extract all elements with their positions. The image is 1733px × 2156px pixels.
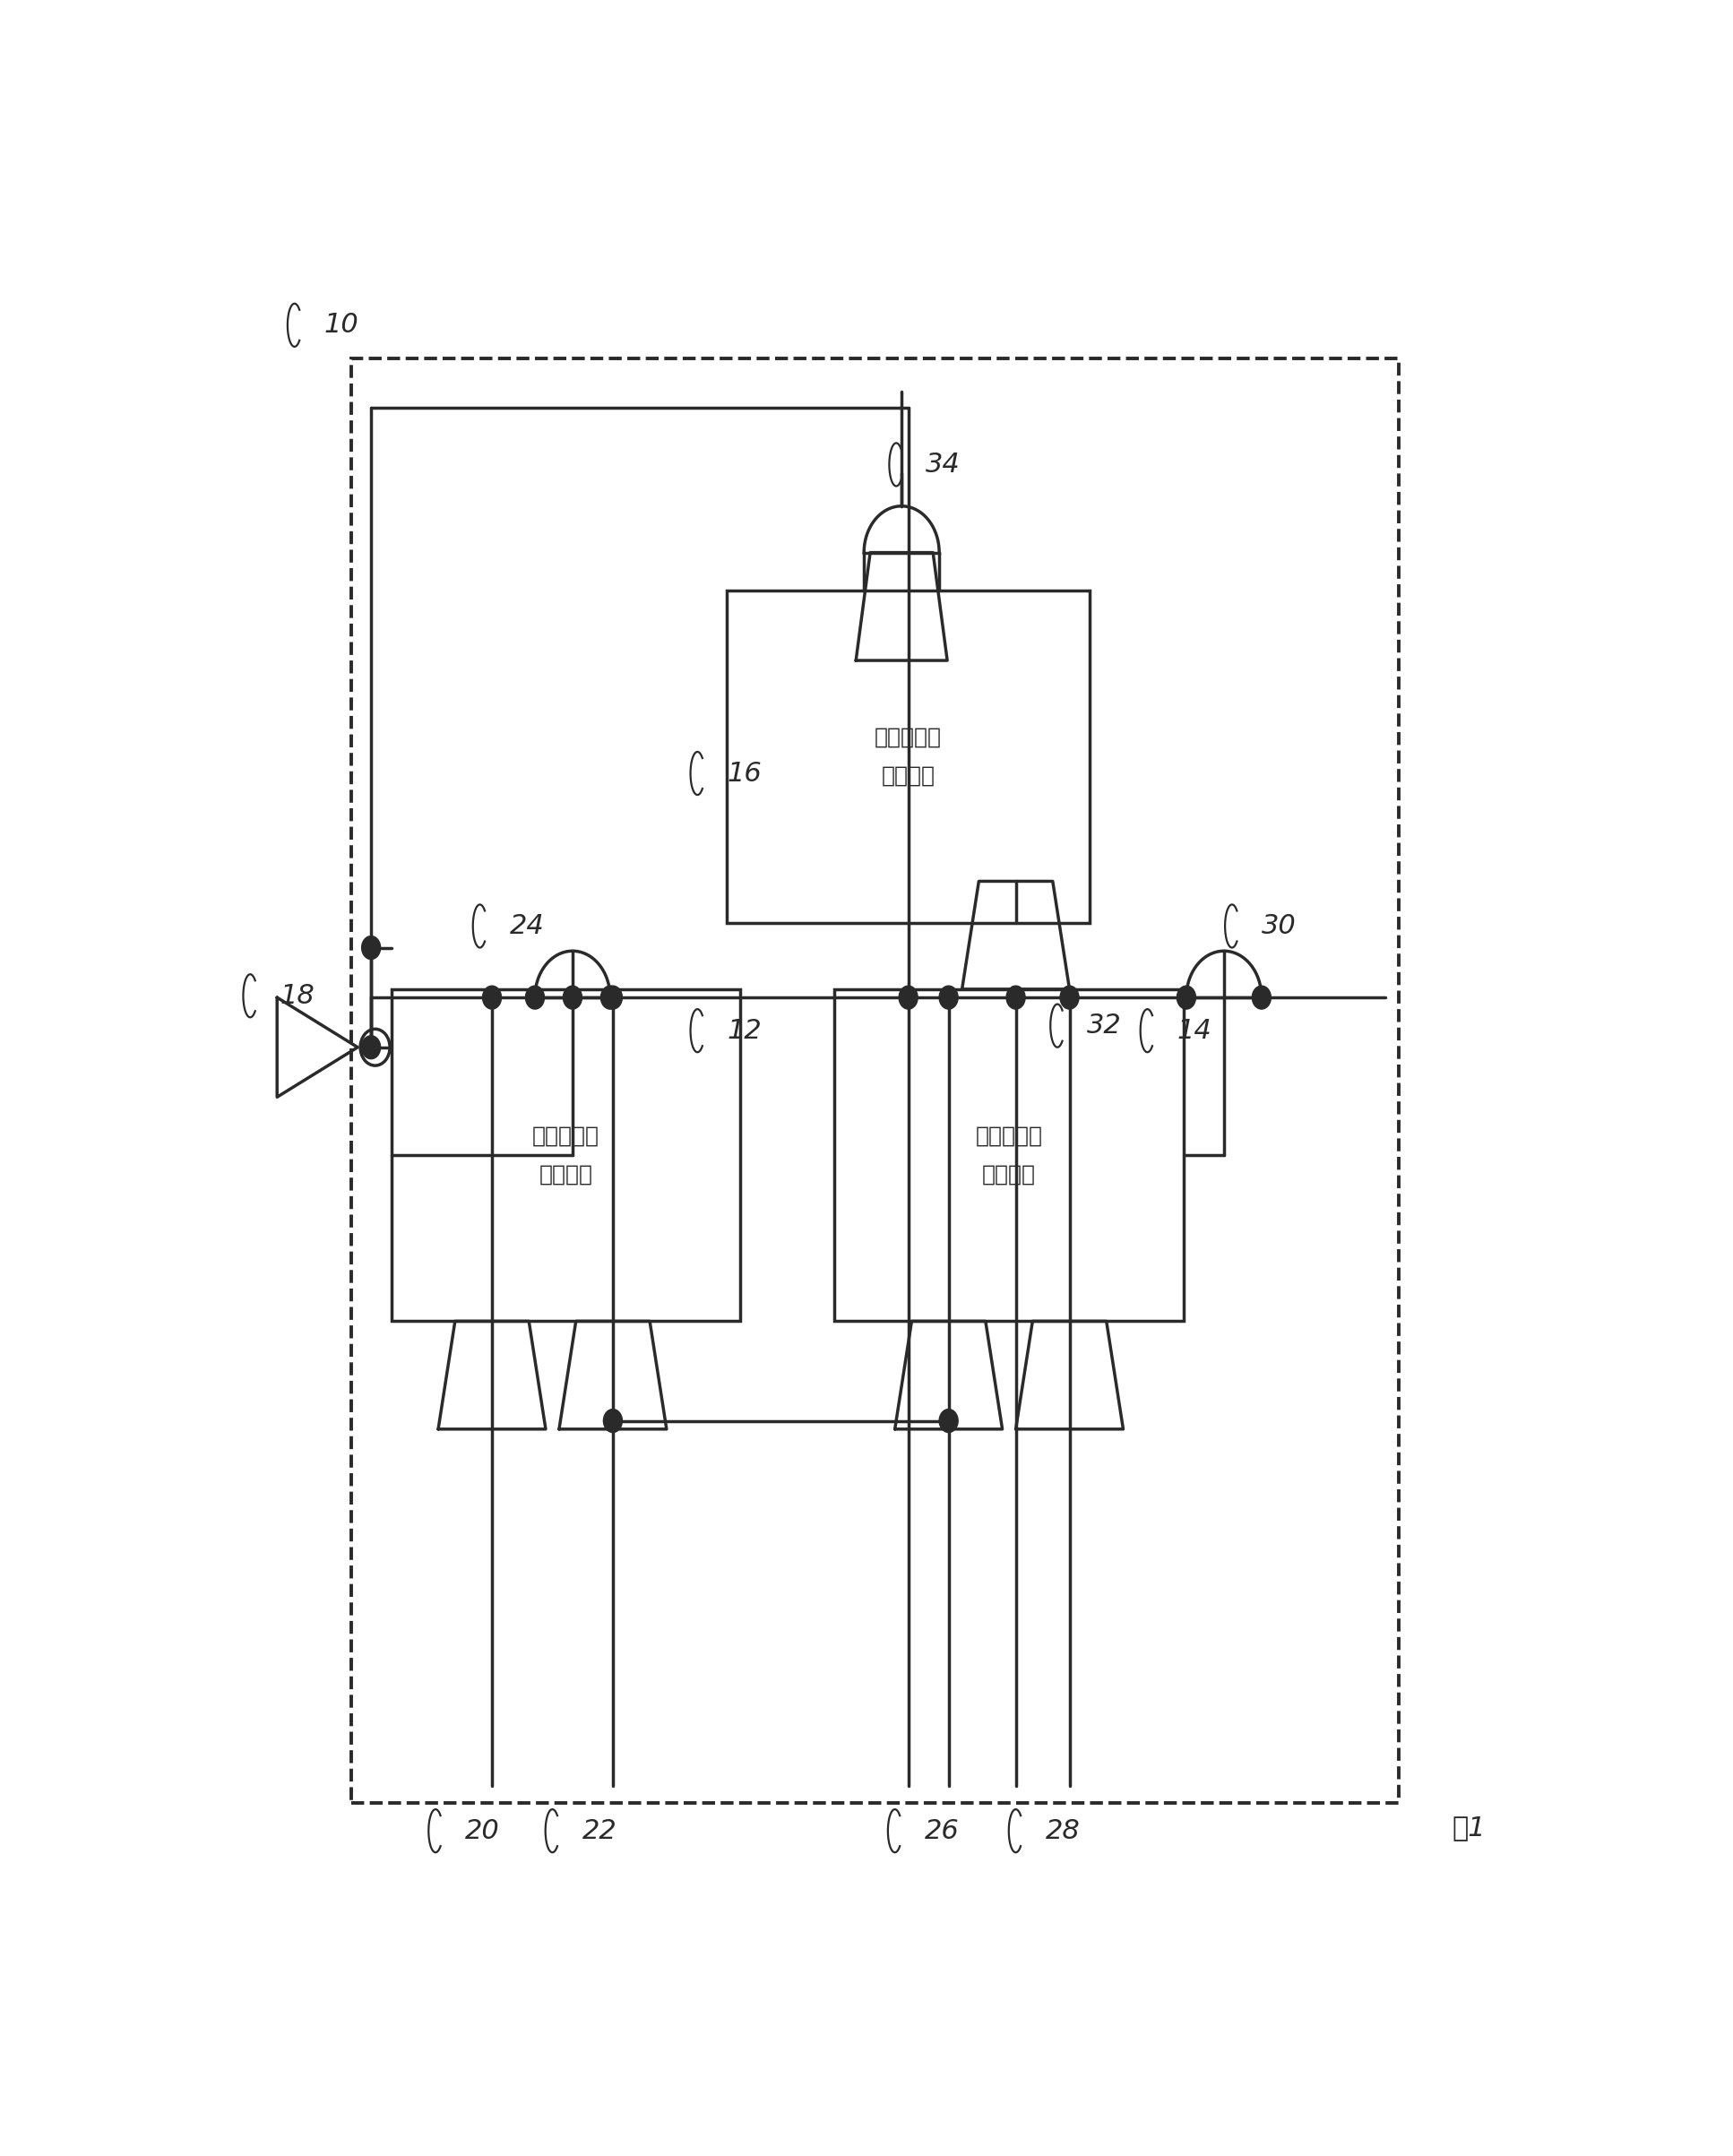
Circle shape [1253,985,1270,1009]
Circle shape [563,985,582,1009]
Circle shape [362,936,381,959]
Circle shape [603,1410,622,1432]
Text: 20: 20 [464,1818,499,1843]
FancyBboxPatch shape [835,990,1184,1322]
Text: 三地址可程
序化方块: 三地址可程 序化方块 [976,1125,1043,1186]
Circle shape [1061,985,1080,1009]
Circle shape [601,985,620,1009]
Text: 34: 34 [925,451,960,479]
Circle shape [939,1410,958,1432]
Circle shape [482,985,501,1009]
Text: 18: 18 [279,983,314,1009]
Text: 32: 32 [1087,1013,1121,1039]
Text: 22: 22 [582,1818,617,1843]
Text: 图1: 图1 [1452,1815,1485,1841]
FancyBboxPatch shape [392,990,740,1322]
Text: 12: 12 [728,1018,763,1044]
Circle shape [525,985,544,1009]
Text: 30: 30 [1262,914,1296,940]
Text: 16: 16 [728,761,763,787]
Text: 三地址可程
序化方块: 三地址可程 序化方块 [532,1125,600,1186]
Text: 28: 28 [1045,1818,1080,1843]
Circle shape [1177,985,1196,1009]
Circle shape [1007,985,1026,1009]
Circle shape [939,985,958,1009]
Circle shape [362,1035,381,1059]
Text: 14: 14 [1177,1018,1211,1044]
Text: 10: 10 [324,313,359,338]
Circle shape [899,985,918,1009]
Circle shape [603,985,622,1009]
FancyBboxPatch shape [728,591,1090,923]
Text: 三地址可程
序化方块: 三地址可程 序化方块 [875,727,943,787]
Text: 26: 26 [924,1818,958,1843]
Text: 24: 24 [510,914,544,940]
